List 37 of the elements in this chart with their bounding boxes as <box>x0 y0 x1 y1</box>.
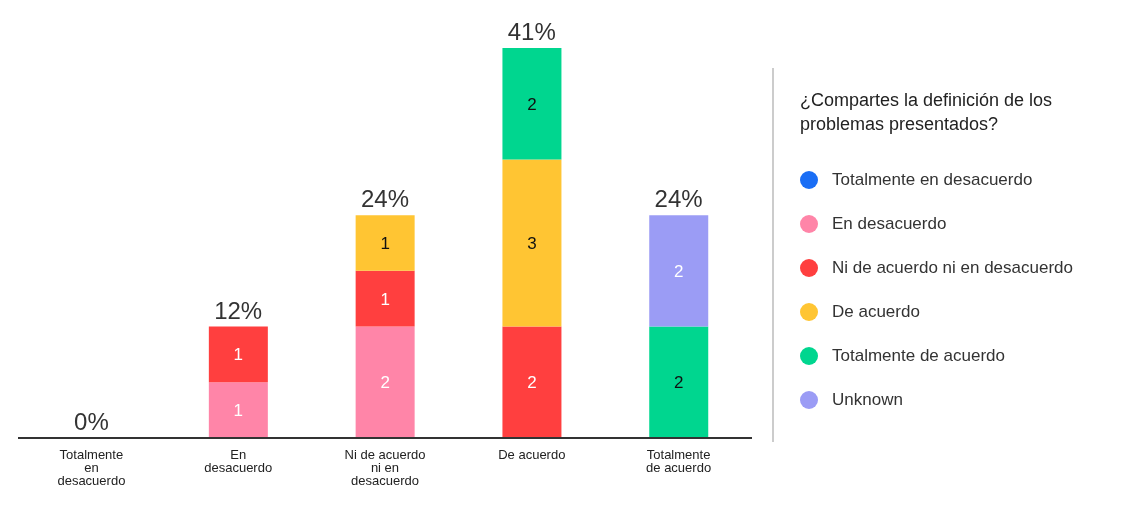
x-tick-label: Totalmente en desacuerdo <box>57 447 126 489</box>
bar <box>502 48 562 160</box>
annotation: 0% <box>74 408 109 435</box>
legend-label: Totalmente de acuerdo <box>831 345 1006 367</box>
bar <box>502 326 562 438</box>
data-label: 1 <box>233 345 244 365</box>
data-label: 2 <box>527 373 537 393</box>
data-label: 2 <box>674 373 684 393</box>
x-tick-label: Totalmente de acuerdo <box>646 447 712 476</box>
x-tick-label: De acuerdo <box>498 447 566 463</box>
annotation: 41% <box>507 18 556 45</box>
data-label: 2 <box>380 373 390 393</box>
legend-title: ¿Compartes la definición de los problemas presentados? <box>800 89 1054 136</box>
data-label: 2 <box>527 94 537 114</box>
annotation: 12% <box>214 296 263 324</box>
bar <box>355 215 415 271</box>
legend-label: De acuerdo <box>831 301 921 323</box>
legend-label: Ni de acuerdo ni en desacuerdo <box>831 257 1074 279</box>
legend-label: Unknown <box>831 389 904 411</box>
data-label: 3 <box>527 234 537 254</box>
bar <box>208 382 268 438</box>
legend-label: Totalmente en desacuerdo <box>831 169 1034 191</box>
data-label: 1 <box>233 401 244 421</box>
x-tick-label: En desacuerdo <box>204 447 273 476</box>
data-label: 2 <box>674 261 684 281</box>
legend-label: En desacuerdo <box>831 213 948 235</box>
x-tick-label: Ni de acuerdo ni en desacuerdo <box>344 447 426 489</box>
data-label: 1 <box>380 289 390 309</box>
bar <box>649 326 709 438</box>
bar <box>208 326 268 383</box>
annotation: 24% <box>360 185 410 213</box>
bar <box>649 215 709 327</box>
bar <box>355 326 415 438</box>
annotation: 24% <box>654 185 703 213</box>
data-label: 1 <box>380 234 390 254</box>
bar <box>355 270 415 327</box>
bar <box>502 159 562 327</box>
